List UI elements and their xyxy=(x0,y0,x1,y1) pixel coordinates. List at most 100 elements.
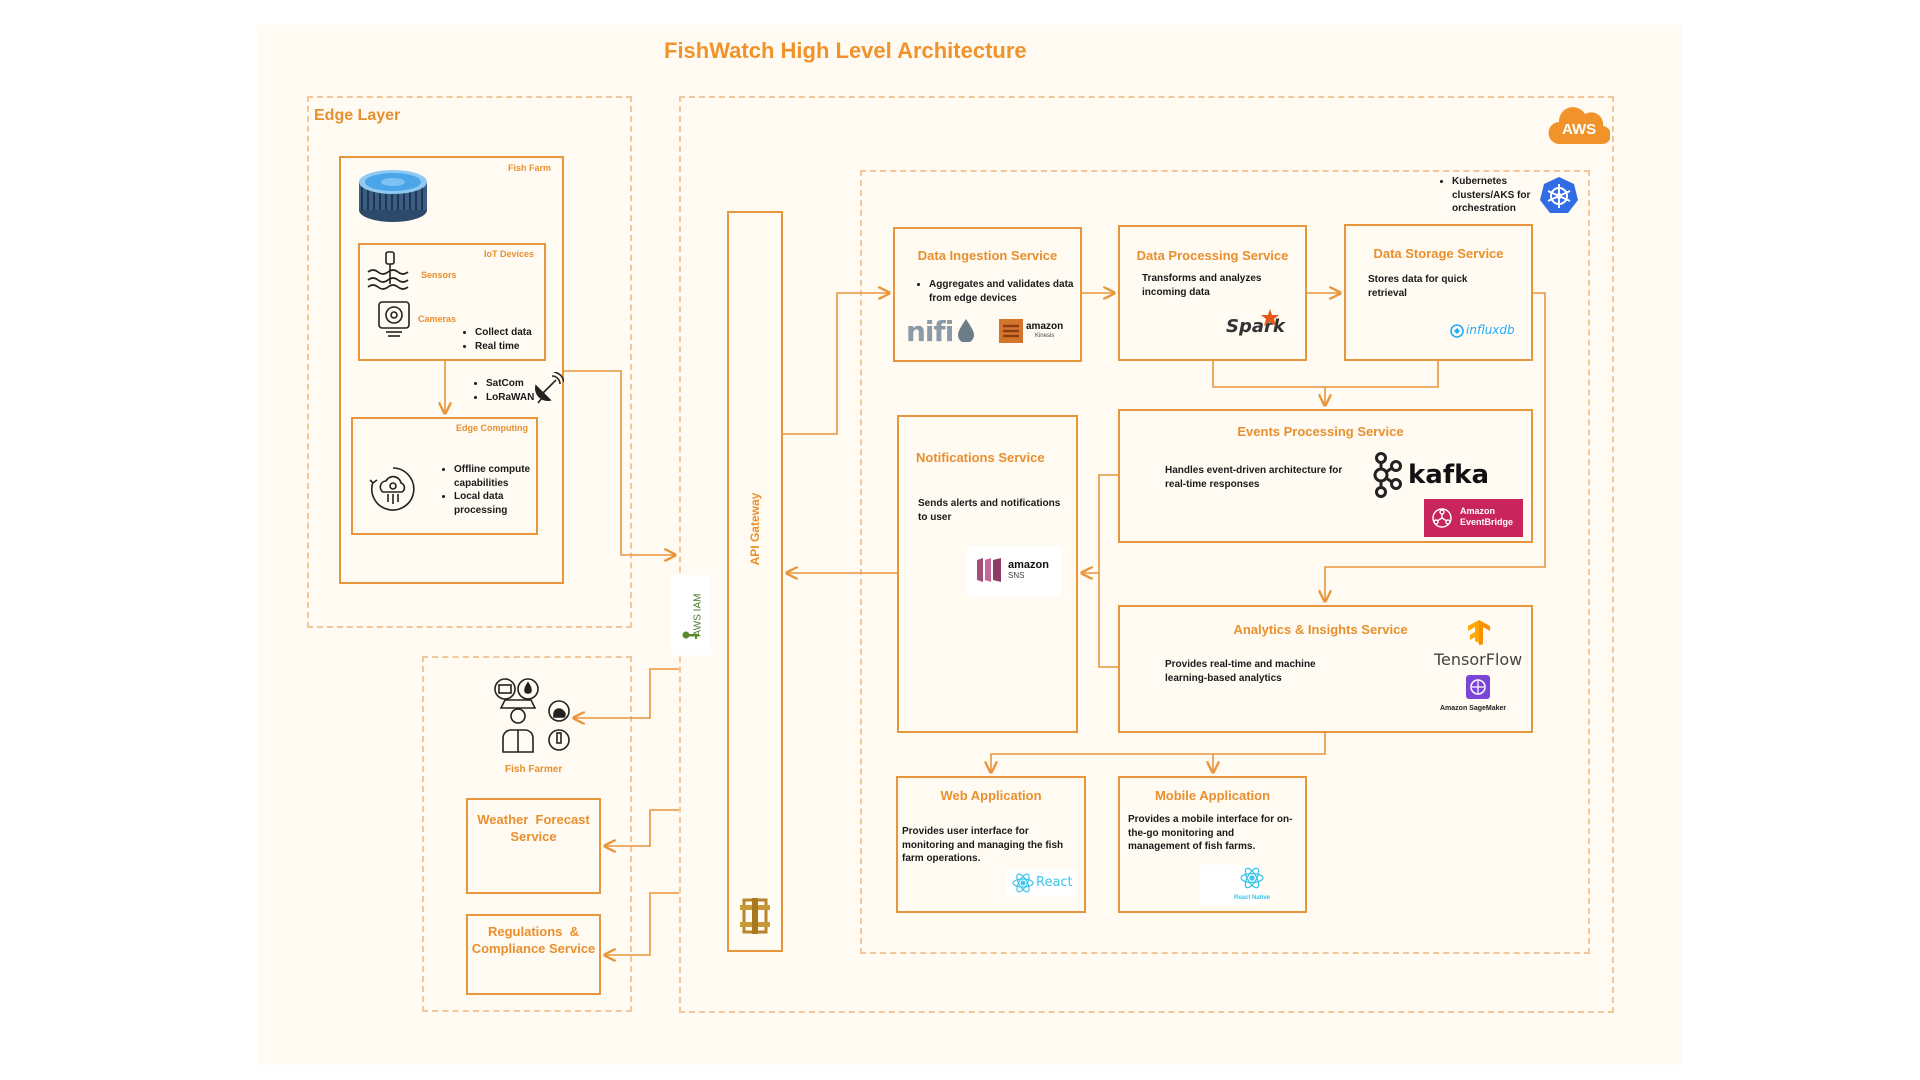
web-application-title: Web Application xyxy=(940,788,1042,803)
eventbridge-label: Amazon EventBridge xyxy=(1460,506,1513,528)
iot-bullets: Collect data Real time xyxy=(461,326,532,353)
iot-devices-label: IoT Devices xyxy=(484,249,535,259)
api-gateway-box xyxy=(727,211,783,952)
kubernetes-icon xyxy=(1540,176,1578,219)
react-native-label: React Native xyxy=(1233,895,1271,901)
aws-badge-label: AWS xyxy=(1562,121,1597,138)
events-processing-desc: Handles event-driven architecture for re… xyxy=(1165,465,1343,490)
kubernetes-note: Kubernetes clusters/AKS for orchestratio… xyxy=(1438,175,1548,216)
edge-computing-label: Edge Computing xyxy=(456,423,528,433)
edge-layer-label: Edge Layer xyxy=(314,107,401,124)
kinesis-icon xyxy=(998,318,1024,349)
edge-to-aws xyxy=(564,370,675,555)
external-region xyxy=(422,656,632,1012)
edge-bullet-local: Local data processing xyxy=(454,490,535,517)
data-processing-desc: Transforms and analyzes incoming data xyxy=(1142,273,1262,298)
data-storage-box: Data Storage Service Stores data for qui… xyxy=(1344,224,1533,361)
data-processing-box: Data Processing Service Transforms and a… xyxy=(1118,225,1307,361)
fish-farm-label: Fish Farm xyxy=(508,163,552,173)
sns-label: amazon SNS xyxy=(1008,560,1049,581)
eventbridge-icon xyxy=(1431,507,1453,534)
analytics-desc: Provides real-time and machine learning-… xyxy=(1165,659,1316,684)
weather-forecast-label: Weather Forecast Service xyxy=(477,812,594,844)
fish-farmer-icon xyxy=(491,678,573,761)
edge-bullet-offline: Offline compute capabilities xyxy=(454,463,535,490)
analytics-title: Analytics & Insights Service xyxy=(1233,622,1408,637)
data-ingestion-title: Data Ingestion Service xyxy=(917,248,1058,263)
key-icon xyxy=(682,628,700,646)
react-native-icon xyxy=(1240,867,1264,894)
eventbridge-badge xyxy=(1424,499,1523,537)
react-icon xyxy=(1012,873,1034,898)
influxdb-icon xyxy=(1450,324,1464,343)
analytics-to-notifications xyxy=(1098,573,1118,668)
web-application-box: Web Application Provides user interface … xyxy=(896,776,1086,913)
aws-region xyxy=(679,96,1614,1013)
sensors-label: Sensors xyxy=(421,270,457,280)
regulations-box xyxy=(466,914,601,995)
notifications-title: Notifications Service xyxy=(916,450,1045,465)
data-storage-desc: Stores data for quick retrieval xyxy=(1368,274,1468,299)
regulations-label: Regulations & Compliance Service xyxy=(471,924,596,956)
data-ingestion-bullet: Aggregates and validates data from edge … xyxy=(929,278,1075,305)
analytics-box: Analytics & Insights Service Provides re… xyxy=(1118,605,1533,733)
cameras-label: Cameras xyxy=(418,314,457,324)
kubernetes-region xyxy=(860,170,1590,954)
analytics-to-web xyxy=(991,733,1326,772)
spark-star-icon xyxy=(1261,309,1279,332)
aws-cloud-icon xyxy=(1548,104,1612,151)
data-storage-title: Data Storage Service xyxy=(1373,246,1504,261)
kubernetes-text: Kubernetes clusters/AKS for orchestratio… xyxy=(1452,175,1548,216)
iot-bullet-collect: Collect data xyxy=(475,326,532,340)
processing-to-events xyxy=(1212,361,1325,405)
sns-label-line1: amazon xyxy=(1008,559,1049,571)
mobile-application-box: Mobile Application Provides a mobile int… xyxy=(1118,776,1307,913)
aws-to-farmer xyxy=(574,668,679,718)
storage-to-events xyxy=(1325,361,1439,388)
weather-forecast-box xyxy=(466,798,601,894)
influxdb-logo: influxdb xyxy=(1466,323,1515,337)
sns-icon xyxy=(975,556,1003,589)
sensor-icon xyxy=(366,250,416,295)
edge-computing-box xyxy=(351,417,538,535)
aws-iam-badge xyxy=(671,575,711,655)
edge-computing-bullets: Offline compute capabilities Local data … xyxy=(440,463,535,517)
gateway-to-ingestion xyxy=(783,293,889,435)
tensorflow-icon xyxy=(1466,619,1492,650)
storage-to-analytics xyxy=(1325,292,1546,601)
fish-farmer-label: Fish Farmer xyxy=(505,764,563,775)
data-ingestion-box: Data Ingestion Service Aggregates and va… xyxy=(893,227,1082,362)
notifications-desc: Sends alerts and notifications to user xyxy=(918,498,1061,523)
nifi-logo: nifi xyxy=(906,315,954,348)
sagemaker-label: Amazon SageMaker xyxy=(1440,705,1507,712)
diagram-title: FishWatch High Level Architecture xyxy=(664,38,1027,63)
aws-to-weather xyxy=(605,809,679,846)
kinesis-label-line1: amazon xyxy=(1026,321,1064,332)
nifi-drop-icon xyxy=(957,318,975,347)
cloud-gear-icon xyxy=(368,464,418,519)
connectivity-satcom: SatCom xyxy=(486,377,534,391)
connectivity-lorawan: LoRaWAN xyxy=(486,391,534,405)
mobile-application-title: Mobile Application xyxy=(1154,788,1271,803)
kinesis-label-line2: Kinesis xyxy=(1034,333,1055,339)
iot-bullet-realtime: Real time xyxy=(475,340,532,354)
connectivity-bullets: SatCom LoRaWAN xyxy=(472,377,534,404)
camera-icon xyxy=(376,298,412,345)
events-to-notifications xyxy=(1082,474,1118,573)
events-processing-title: Events Processing Service xyxy=(1237,424,1404,439)
react-native-logo-bg xyxy=(1200,865,1260,905)
tensorflow-logo: TensorFlow xyxy=(1434,650,1523,669)
kafka-icon xyxy=(1372,452,1402,503)
sns-label-line2: SNS xyxy=(1008,571,1025,580)
eventbridge-label-line1: Amazon xyxy=(1460,506,1496,516)
eventbridge-label-line2: EventBridge xyxy=(1460,517,1514,527)
edge-layer-region xyxy=(307,96,632,628)
kafka-logo: kafka xyxy=(1408,460,1489,490)
satellite-dish-icon xyxy=(532,371,565,409)
sagemaker-icon xyxy=(1466,675,1490,704)
fish-tank-icon xyxy=(355,164,431,231)
data-processing-title: Data Processing Service xyxy=(1136,248,1289,263)
web-application-desc: Provides user interface for monitoring a… xyxy=(902,826,1064,864)
kinesis-label: amazon Kinesis xyxy=(1026,322,1063,340)
